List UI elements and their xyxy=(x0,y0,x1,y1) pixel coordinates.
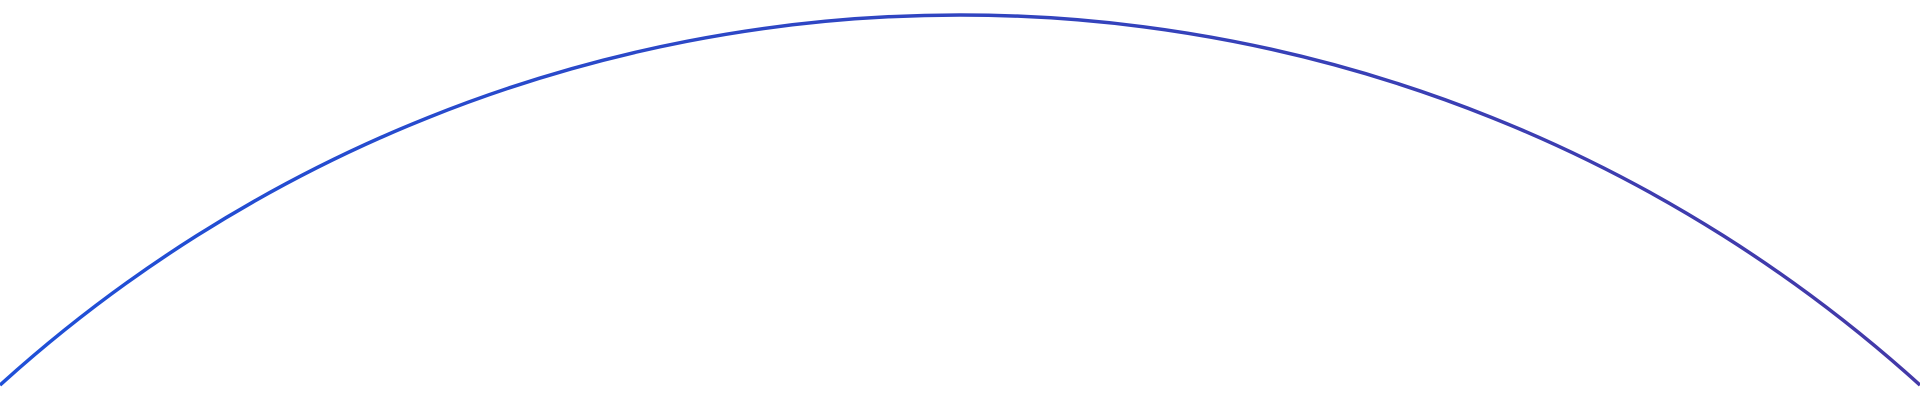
arc-stroke xyxy=(0,13,1920,387)
